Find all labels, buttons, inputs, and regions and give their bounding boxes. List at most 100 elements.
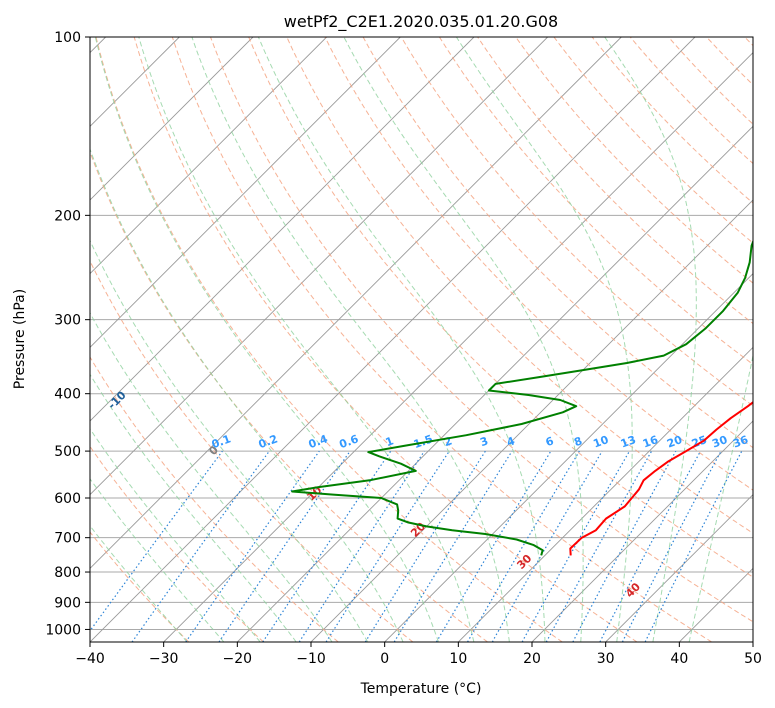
dewpoint-profile-line	[291, 239, 753, 556]
mixing-ratio-label: 2	[442, 434, 454, 449]
mixing-ratio-line	[644, 450, 743, 642]
moist-adiabat	[90, 147, 404, 642]
mixing-ratio-label: 0.6	[338, 432, 361, 451]
isotherm	[237, 125, 753, 642]
dry-adiabat	[248, 37, 753, 578]
mixing-ratio-label: 0.2	[257, 432, 280, 451]
y-tick-label: 700	[54, 531, 81, 547]
isotherm	[90, 37, 548, 496]
y-tick-label: 900	[54, 595, 81, 611]
dry-adiabat-label: 40	[623, 580, 643, 600]
x-tick-label: −40	[75, 651, 105, 667]
y-tick-label: 600	[54, 491, 81, 507]
moist-adiabat	[138, 37, 475, 642]
dry-adiabat	[744, 37, 753, 47]
moist-adiabat	[90, 427, 261, 642]
mixing-ratio-line	[325, 450, 450, 642]
moist-adiabat	[90, 239, 369, 642]
y-tick-label: 500	[54, 444, 81, 460]
mixing-ratio-line	[599, 450, 702, 642]
dry-adiabat	[668, 37, 753, 125]
y-tick-label: 1000	[45, 622, 81, 638]
y-axis-ticks: 1000 900 800 700 600 500 400 300 200 100	[45, 30, 90, 638]
moist-adiabat	[90, 373, 297, 642]
dry-adiabat	[400, 37, 753, 407]
dry-adiabat	[515, 37, 753, 284]
mixing-ratio-line	[131, 450, 270, 642]
mixing-ratio-label: 4	[505, 434, 517, 449]
dry-adiabat-label: -10	[105, 388, 128, 411]
y-tick-label: 800	[54, 565, 81, 581]
dry-adiabat	[324, 37, 753, 491]
mixing-ratio-line	[218, 450, 351, 642]
series-lines	[291, 239, 753, 556]
mixing-ratio-line	[621, 450, 722, 642]
dry-adiabat	[90, 150, 488, 642]
isotherm	[752, 641, 753, 642]
mixing-ratio-line	[393, 450, 513, 642]
mixing-ratio-line	[262, 450, 392, 642]
dry-adiabat	[90, 356, 339, 642]
moist-adiabat	[94, 37, 439, 642]
moist-adiabat	[90, 311, 333, 642]
dry-adiabat	[171, 37, 712, 642]
dry-adiabat	[362, 37, 753, 449]
mixing-ratio-label: 8	[572, 434, 584, 449]
mixing-ratio-line	[435, 450, 552, 642]
dry-adiabat-label: -20	[25, 348, 48, 371]
x-tick-label: −10	[296, 651, 326, 667]
isotherm	[605, 494, 753, 642]
isotherm	[90, 37, 327, 275]
mixing-ratio-line	[185, 450, 320, 642]
dry-adiabat	[591, 37, 753, 204]
dry-adiabat	[133, 37, 638, 642]
mixing-ratio-label: 1	[384, 434, 396, 449]
mixing-ratio-label: 0.1	[210, 432, 233, 451]
y-axis-label: Pressure (hPa)	[12, 289, 28, 389]
mixing-ratio-line	[521, 450, 631, 642]
isotherm	[90, 37, 254, 201]
x-tick-label: 10	[449, 651, 467, 667]
x-tick-label: 40	[670, 651, 688, 667]
mixing-ratio-label: 0.4	[307, 432, 330, 451]
mixing-ratio-label: 20	[665, 433, 684, 451]
y-tick-label: 200	[54, 208, 81, 224]
dry-adiabat	[438, 37, 753, 366]
isotherm	[90, 37, 401, 348]
y-tick-label: 400	[54, 387, 81, 403]
dry-adiabat	[90, 259, 414, 642]
moist-adiabat	[191, 37, 510, 642]
moist-adiabat	[604, 37, 697, 642]
isotherm	[163, 52, 753, 642]
dry-adiabat	[90, 445, 264, 642]
isotherm	[90, 37, 622, 569]
x-axis-label: Temperature (°C)	[360, 681, 482, 697]
dry-adiabat	[95, 37, 563, 642]
y-tick-label: 100	[54, 30, 81, 46]
mixing-ratio-label: 30	[710, 433, 729, 451]
mixing-ratio-line	[545, 450, 653, 642]
mixing-ratio-label: 3	[478, 434, 490, 449]
mixing-ratio-label: 16	[641, 433, 660, 451]
x-tick-label: −20	[223, 651, 253, 667]
x-tick-label: 30	[597, 651, 615, 667]
x-tick-label: 0	[380, 651, 389, 667]
mixing-ratio-line	[572, 450, 677, 642]
plot-frame	[89, 36, 754, 643]
moist-adiabat	[688, 353, 753, 642]
isotherm	[679, 567, 753, 642]
isotherm	[384, 273, 753, 642]
mixing-ratio-label: 36	[731, 433, 750, 451]
mixing-ratio-label: 6	[544, 434, 556, 449]
background-lines	[90, 37, 753, 642]
isotherm	[90, 37, 696, 642]
y-tick-label: 300	[54, 313, 81, 329]
moist-adiabat	[90, 477, 225, 642]
isotherm	[531, 420, 753, 642]
x-tick-label: 20	[523, 651, 541, 667]
isotherm	[458, 346, 753, 642]
temperature-profile-line	[569, 401, 753, 556]
dry-adiabat	[706, 37, 753, 86]
x-axis-ticks: −40 −30 −20 −10 0 10 20 30 40 50	[75, 642, 762, 667]
